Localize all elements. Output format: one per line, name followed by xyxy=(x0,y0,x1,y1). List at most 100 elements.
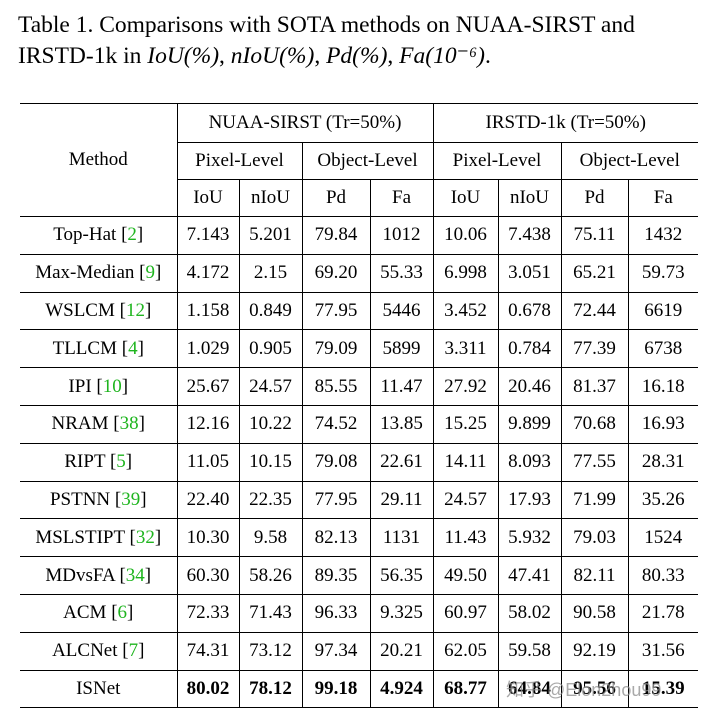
metric-header: IoU xyxy=(176,179,240,217)
value-cell: 96.33 xyxy=(301,593,371,633)
value-cell: 79.84 xyxy=(301,216,371,255)
value-cell: 59.58 xyxy=(497,631,562,671)
method-name: TLLCM xyxy=(52,337,117,359)
value-cell: 1.158 xyxy=(176,291,240,330)
value-cell: 97.34 xyxy=(301,631,371,671)
value-cell: 70.68 xyxy=(560,404,629,444)
value-cell: 72.44 xyxy=(560,291,629,330)
watermark: 知乎 @Elon2hou99 xyxy=(506,680,662,700)
value-cell: 8.093 xyxy=(497,442,562,482)
table-row: IPI [10] 25.67 24.57 85.55 11.47 27.92 20.46 81… xyxy=(20,367,698,406)
value-cell: 65.21 xyxy=(560,253,629,293)
level-header: Object-Level xyxy=(560,142,698,180)
value-cell: 5899 xyxy=(369,329,434,368)
citation-link[interactable]: 12 xyxy=(125,299,145,321)
value-cell: 15.25 xyxy=(432,404,499,444)
value-cell: 9.58 xyxy=(238,518,303,557)
method-cell: Top-Hat [2] xyxy=(20,216,178,255)
value-cell: 5.201 xyxy=(238,216,303,255)
value-cell: 1012 xyxy=(369,216,434,255)
value-cell: 22.40 xyxy=(176,480,240,519)
value-cell: 1131 xyxy=(369,518,434,557)
value-cell: 0.905 xyxy=(238,329,303,368)
table-row: ACM [6] 72.33 71.43 96.33 9.325 60.97 58.02 90.… xyxy=(20,593,698,633)
method-cell: ISNet xyxy=(20,669,178,709)
method-name: RIPT xyxy=(64,451,106,473)
method-name: Max-Median xyxy=(35,262,135,284)
value-cell: 60.30 xyxy=(176,556,240,595)
value-cell: 16.18 xyxy=(627,367,698,406)
value-cell: 80.02 xyxy=(176,669,240,709)
metric-header: Pd xyxy=(560,179,629,217)
value-cell: 82.13 xyxy=(301,518,371,557)
value-cell: 95.56 xyxy=(560,669,629,709)
citation-link[interactable]: 2 xyxy=(127,224,137,246)
value-cell: 92.19 xyxy=(560,631,629,671)
method-name: ALCNet xyxy=(52,640,118,662)
metric-header: Fa xyxy=(627,179,698,217)
value-cell: 56.35 xyxy=(369,556,434,595)
method-name: MDvsFA xyxy=(45,564,115,586)
table-row: TLLCM [4] 1.029 0.905 79.09 5899 3.311 0.784 77… xyxy=(20,329,698,368)
value-cell: 6.998 xyxy=(432,253,499,293)
citation-link[interactable]: 4 xyxy=(128,337,138,359)
value-cell: 59.73 xyxy=(627,253,698,293)
citation-link[interactable]: 32 xyxy=(135,526,155,548)
table-row: MSLSTIPT [32] 10.30 9.58 82.13 1131 11.43 5.93… xyxy=(20,518,698,557)
method-name: ACM xyxy=(63,602,107,624)
value-cell: 17.93 xyxy=(497,480,562,519)
value-cell: 62.05 xyxy=(432,631,499,671)
level-header: Object-Level xyxy=(301,142,434,180)
caption-metric-pd: Pd(%) xyxy=(326,43,388,69)
value-cell: 0.849 xyxy=(238,291,303,330)
citation-link[interactable]: 34 xyxy=(125,564,145,586)
dataset-header-nuaa: NUAA-SIRST (Tr=50%) xyxy=(176,103,434,143)
table-row: Max-Median [9] 4.172 2.15 69.20 55.33 6.998 3.… xyxy=(20,253,698,293)
value-cell: 77.95 xyxy=(301,291,371,330)
value-cell: 85.55 xyxy=(301,367,371,406)
caption-metric-niou: nIoU(%) xyxy=(230,43,315,69)
value-cell: 21.78 xyxy=(627,593,698,633)
value-cell: 75.11 xyxy=(560,216,629,255)
method-header: Method xyxy=(20,103,178,217)
value-cell: 74.52 xyxy=(301,404,371,444)
value-cell: 81.37 xyxy=(560,367,629,406)
table-row: Top-Hat [2] 7.143 5.201 79.84 1012 10.06 7.438… xyxy=(20,216,698,255)
value-cell: 24.57 xyxy=(432,480,499,519)
table-row: ALCNet [7] 74.31 73.12 97.34 20.21 62.05 59.58… xyxy=(20,631,698,671)
value-cell: 79.09 xyxy=(301,329,371,368)
citation-link[interactable]: 5 xyxy=(116,451,126,473)
value-cell: 49.50 xyxy=(432,556,499,595)
value-cell: 77.39 xyxy=(560,329,629,368)
citation-link[interactable]: 38 xyxy=(119,413,139,435)
method-name: WSLCM xyxy=(45,299,115,321)
value-cell: 24.57 xyxy=(238,367,303,406)
method-cell: PSTNN [39] xyxy=(20,480,178,519)
table-row: RIPT [5] 11.05 10.15 79.08 22.61 14.11 8.093 77… xyxy=(20,442,698,482)
citation-link[interactable]: 10 xyxy=(102,375,122,397)
table-row: WSLCM [12] 1.158 0.849 77.95 5446 3.452 0.678 7… xyxy=(20,291,698,330)
citation-link[interactable]: 7 xyxy=(128,640,139,662)
method-cell: IPI [10] xyxy=(20,367,178,406)
citation-link[interactable]: 6 xyxy=(117,602,128,624)
citation-link[interactable]: 39 xyxy=(121,488,141,510)
method-name: MSLSTIPT xyxy=(35,526,125,548)
comparison-table: Method NUAA-SIRST (Tr=50%) IRSTD-1k (Tr=… xyxy=(20,103,698,709)
value-cell: 55.33 xyxy=(369,253,434,293)
method-cell: Max-Median [9] xyxy=(20,253,178,293)
value-cell: 14.11 xyxy=(432,442,499,482)
caption-metric-iou: IoU(%) xyxy=(147,43,220,69)
method-name: NRAM xyxy=(51,413,109,435)
value-cell: 47.41 xyxy=(497,556,562,595)
citation-link[interactable]: 9 xyxy=(145,262,155,284)
value-cell: 35.26 xyxy=(627,480,698,519)
value-cell: 77.55 xyxy=(560,442,629,482)
value-cell: 4.924 xyxy=(369,669,434,709)
value-cell: 20.46 xyxy=(497,367,562,406)
level-header: Pixel-Level xyxy=(432,142,562,180)
value-cell: 77.95 xyxy=(301,480,371,519)
method-cell: MSLSTIPT [32] xyxy=(20,518,178,557)
method-name: Top-Hat xyxy=(53,224,117,246)
value-cell: 89.35 xyxy=(301,556,371,595)
value-cell: 10.30 xyxy=(176,518,240,557)
